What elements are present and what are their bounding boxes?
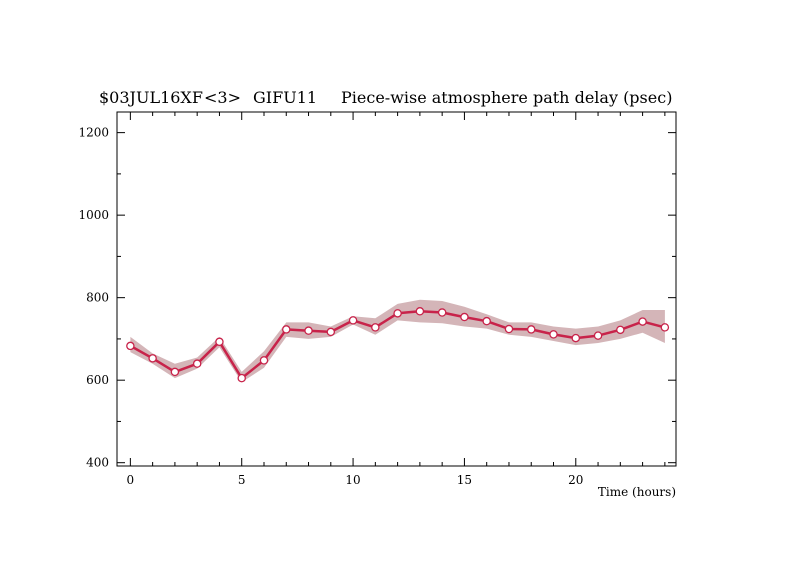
- x-tick-label: 10: [345, 473, 360, 487]
- data-point: [371, 323, 380, 332]
- chart-title-station: GIFU11: [253, 88, 317, 107]
- data-point: [259, 356, 269, 365]
- plot-frame: [116, 111, 677, 467]
- y-tick-label: 400: [86, 456, 109, 470]
- data-point: [304, 326, 313, 335]
- data-point: [170, 367, 180, 377]
- data-point: [460, 312, 469, 322]
- chart-title-index: <3>: [204, 88, 241, 107]
- data-point: [237, 373, 246, 383]
- plot-area: 0 5 10 15 20 400 600 800 1000 1200: [78, 111, 677, 487]
- data-point: [393, 309, 402, 318]
- data-point: [571, 333, 581, 343]
- data-point: [215, 337, 224, 347]
- delay-series-line: [129, 310, 666, 380]
- x-axis-label: Time (hours): [598, 485, 676, 499]
- y-tick-label: 1000: [78, 208, 109, 222]
- data-point: [148, 354, 157, 363]
- data-point: [504, 324, 514, 334]
- y-tick-label: 600: [86, 373, 109, 387]
- y-tick-label: 1200: [78, 126, 109, 140]
- data-point: [638, 317, 647, 326]
- x-tick-label: 0: [127, 473, 135, 487]
- data-point: [526, 325, 536, 334]
- x-tick-label: 5: [238, 473, 246, 487]
- y-tick-label: 800: [86, 291, 109, 305]
- data-point: [549, 330, 558, 339]
- data-point: [348, 316, 358, 325]
- data-point: [282, 325, 291, 334]
- data-point: [616, 325, 625, 335]
- chart-title-quantity: Piece-wise atmosphere path delay (psec): [341, 88, 672, 107]
- x-tick-label: 20: [568, 473, 583, 487]
- data-point: [126, 341, 135, 351]
- data-point: [192, 359, 202, 368]
- data-point: [437, 308, 447, 317]
- data-point: [482, 316, 491, 326]
- data-point: [415, 307, 425, 316]
- data-point: [593, 331, 603, 340]
- data-point: [660, 323, 670, 332]
- x-tick-label: 15: [457, 473, 472, 487]
- data-point: [326, 327, 336, 337]
- chart-title-experiment: $03JUL16XF: [99, 88, 203, 107]
